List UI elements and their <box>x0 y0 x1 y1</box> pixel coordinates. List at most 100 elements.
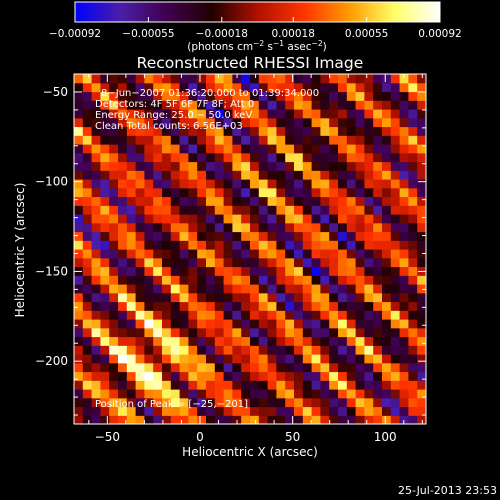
heatmap-cell <box>82 327 93 338</box>
colorbar <box>74 1 441 23</box>
heatmap-cell <box>170 231 181 241</box>
heatmap-cell <box>258 266 269 276</box>
heatmap-cell <box>408 362 418 373</box>
heatmap-cell <box>329 415 339 424</box>
heatmap-cell <box>250 240 260 250</box>
heatmap-cell <box>109 415 119 424</box>
heatmap-cell <box>197 144 207 154</box>
heatmap-cell <box>250 214 260 224</box>
heatmap-cell <box>417 362 426 373</box>
heatmap-cell <box>320 231 330 241</box>
heatmap-cell <box>382 397 392 408</box>
heatmap-cell <box>232 380 242 390</box>
heatmap-cell <box>223 126 233 136</box>
heatmap-cell <box>417 126 426 136</box>
heatmap-cell <box>153 100 163 110</box>
heatmap-cell <box>390 74 401 84</box>
heatmap-cell <box>188 257 198 268</box>
heatmap-cell <box>382 144 392 154</box>
y-tick-label: −200 <box>35 354 68 368</box>
heatmap-cell <box>417 240 426 250</box>
heatmap-cell <box>417 152 426 163</box>
heatmap-cell <box>206 415 216 424</box>
heatmap-cell <box>91 319 101 329</box>
heatmap-cell <box>206 354 216 364</box>
heatmap-cell <box>126 397 137 408</box>
heatmap-cell <box>320 406 330 416</box>
heatmap-cell <box>179 179 189 189</box>
heatmap-cell <box>126 257 137 268</box>
heatmap-cell <box>74 179 84 189</box>
heatmap-cell <box>153 301 163 311</box>
heatmap-cell <box>126 231 137 241</box>
heatmap-cell <box>267 135 277 145</box>
heatmap-cell <box>232 275 242 285</box>
heatmap-cell <box>74 301 84 311</box>
heatmap-cell <box>373 100 383 110</box>
heatmap-cell <box>188 187 198 198</box>
heatmap-cell <box>285 310 295 320</box>
heatmap-cell <box>390 319 401 329</box>
heatmap-cell <box>250 415 260 424</box>
heatmap-cell <box>206 91 216 101</box>
heatmap-cell <box>390 179 401 189</box>
heatmap-cell <box>206 126 216 136</box>
heatmap-cell <box>82 214 93 224</box>
heatmap-cell <box>355 371 365 381</box>
heatmap-cell <box>74 152 84 163</box>
heatmap-cell <box>232 249 242 259</box>
heatmap-cell <box>144 170 154 180</box>
heatmap-cell <box>276 74 286 84</box>
heatmap-cell <box>100 82 110 93</box>
heatmap-cell <box>82 371 93 381</box>
heatmap-cell <box>223 152 233 163</box>
heatmap-cell <box>170 362 181 373</box>
heatmap-cell <box>311 144 321 154</box>
heatmap-cell <box>144 240 154 250</box>
heatmap-cell <box>302 249 313 259</box>
heatmap-cell <box>329 161 339 171</box>
heatmap-cell <box>214 91 225 101</box>
heatmap-cell <box>276 100 286 110</box>
heatmap-cell <box>355 345 365 355</box>
heatmap-cell <box>320 319 330 329</box>
heatmap-cell <box>338 336 348 346</box>
heatmap-cell <box>285 371 295 381</box>
heatmap-cell <box>214 161 225 171</box>
heatmap-cell <box>390 135 401 145</box>
heatmap-cell <box>267 144 277 154</box>
heatmap-cell <box>302 179 313 189</box>
heatmap-cell <box>373 275 383 285</box>
heatmap-cell <box>223 231 233 241</box>
heatmap-cell <box>109 109 119 119</box>
heatmap-cell <box>188 284 198 294</box>
heatmap-cell <box>206 214 216 224</box>
heatmap-cell <box>241 275 251 285</box>
heatmap-cell <box>135 371 145 381</box>
heatmap-cell <box>241 380 251 390</box>
heatmap-cell <box>338 275 348 285</box>
heatmap-cell <box>338 214 348 224</box>
heatmap-cell <box>302 319 313 329</box>
heatmap-cell <box>373 144 383 154</box>
heatmap-cell <box>82 222 93 233</box>
heatmap-cell <box>179 196 189 206</box>
heatmap-cell <box>91 284 101 294</box>
heatmap-cell <box>390 91 401 101</box>
heatmap-cell <box>135 100 145 110</box>
heatmap-cell <box>214 301 225 311</box>
heatmap-cell <box>338 397 348 408</box>
heatmap-cell <box>91 117 101 128</box>
heatmap-cell <box>258 161 269 171</box>
heatmap-cell <box>135 397 145 408</box>
heatmap-cell <box>162 327 172 338</box>
heatmap-cell <box>258 380 269 390</box>
heatmap-cell <box>285 319 295 329</box>
heatmap-cell <box>179 354 189 364</box>
heatmap-cell <box>267 345 277 355</box>
heatmap-cell <box>206 301 216 311</box>
heatmap-cell <box>126 135 137 145</box>
heatmap-cell <box>390 170 401 180</box>
heatmap-cell <box>320 240 330 250</box>
heatmap-cell <box>276 196 286 206</box>
